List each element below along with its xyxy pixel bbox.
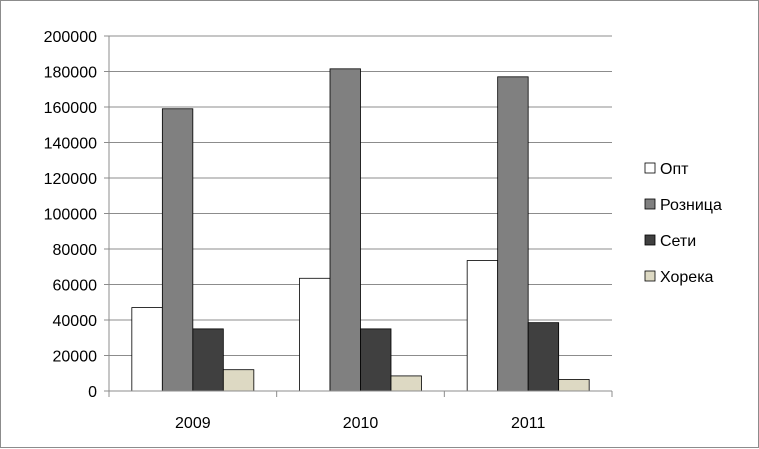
bar-3-0 (222, 369, 255, 392)
bar-3-2 (558, 379, 590, 392)
bar-1-2 (497, 76, 529, 392)
bar-2-0 (192, 328, 224, 392)
legend-swatch (644, 234, 656, 246)
y-tick-label: 140000 (44, 136, 97, 153)
x-tick-label: 2009 (175, 415, 211, 432)
y-tick-label: 0 (88, 384, 97, 401)
legend-swatch (644, 162, 656, 174)
bar-0-2 (466, 260, 499, 392)
bar-1-0 (161, 108, 194, 392)
y-tick-label: 100000 (44, 207, 97, 224)
x-tick-label: 2011 (511, 415, 546, 432)
y-tick-label: 20000 (53, 349, 98, 366)
bar-3-1 (390, 375, 422, 392)
legend-label: Сети (660, 233, 696, 250)
legend-label: Опт (660, 161, 689, 178)
legend: Опт Розница Сети Хорека (644, 161, 722, 286)
y-tick-label: 60000 (53, 278, 98, 295)
bar-0-1 (299, 277, 331, 392)
x-tick-label: 2010 (343, 415, 379, 432)
y-tick-label: 40000 (53, 313, 98, 330)
y-tick-label: 80000 (53, 242, 98, 259)
bar-2-2 (527, 322, 560, 392)
y-tick-label: 160000 (44, 100, 97, 117)
y-tick-label: 180000 (44, 65, 97, 82)
legend-swatch (644, 270, 656, 282)
legend-label: Розница (660, 197, 722, 214)
bar-2-1 (360, 328, 392, 392)
axes: 0 20000 40000 60000 80000 100000 120000 140000 1… (44, 29, 613, 432)
y-tick-label: 200000 (44, 29, 97, 46)
bar-1-1 (329, 68, 361, 392)
y-tick-label: 120000 (44, 171, 97, 188)
bar-0-0 (131, 307, 163, 392)
legend-swatch (644, 198, 656, 210)
legend-label: Хорека (660, 269, 714, 286)
bars (131, 68, 590, 392)
